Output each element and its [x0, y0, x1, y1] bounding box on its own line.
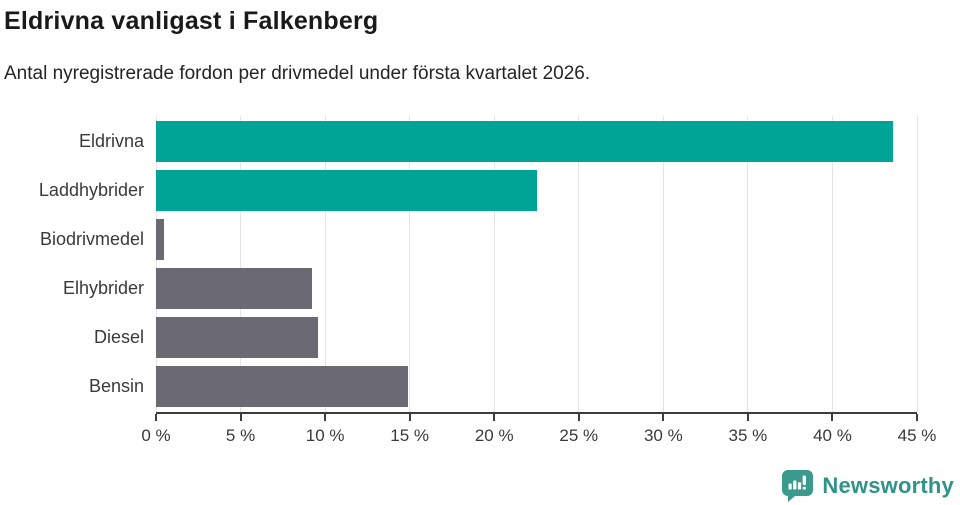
- x-axis-tick-label: 40 %: [813, 426, 852, 445]
- x-axis-tick-label: 45 %: [897, 426, 937, 445]
- category-label: Biodrivmedel: [39, 229, 144, 249]
- x-axis-tick: [662, 414, 665, 421]
- bar-eldrivna: [156, 121, 894, 162]
- gridline: [324, 116, 326, 412]
- gridline: [155, 116, 157, 412]
- x-axis-tick-label: 20 %: [474, 426, 514, 445]
- gridline: [916, 116, 918, 412]
- x-axis-tick-label: 0 %: [141, 426, 171, 445]
- x-axis-tick: [155, 414, 157, 421]
- bar-biodrivmedel: [156, 219, 165, 260]
- x-axis-tick: [916, 414, 918, 421]
- x-axis: 0 % 5 % 10 % 15 % 20 % 25 % 30 % 35 % 40 % 45 %: [141, 414, 936, 464]
- gridline: [831, 116, 833, 412]
- bar-laddhybrider: [156, 170, 537, 211]
- x-axis-tick-label: 5 %: [225, 426, 256, 445]
- chart-title: Eldrivna vanligast i Falkenberg: [4, 7, 379, 35]
- x-axis-tick: [408, 414, 411, 421]
- category-label: Eldrivna: [78, 131, 144, 151]
- x-axis-tick: [831, 414, 834, 421]
- category-label: Diesel: [93, 327, 144, 347]
- bar-diesel: [156, 317, 319, 358]
- x-axis-tick: [746, 414, 749, 421]
- x-axis-tick-label: 15 %: [390, 426, 430, 445]
- gridline: [240, 116, 242, 412]
- category-label: Bensin: [88, 376, 144, 396]
- bar-elhybrider: [156, 268, 312, 309]
- x-axis-tick: [577, 414, 580, 421]
- x-axis-tick-label: 35 %: [728, 426, 768, 445]
- x-axis-tick: [239, 414, 242, 421]
- bar-bensin: [156, 366, 408, 407]
- x-axis-tick: [493, 414, 496, 421]
- newsworthy-logo-text: Newsworthy: [822, 472, 954, 498]
- x-axis-tick-label: 10 %: [305, 426, 345, 445]
- gridline: [662, 116, 664, 412]
- gridline: [493, 116, 495, 412]
- x-axis-tick-label: 25 %: [559, 426, 599, 445]
- gridline: [747, 116, 749, 412]
- x-axis-tick: [324, 414, 327, 421]
- category-label: Laddhybrider: [38, 180, 144, 200]
- gridline: [578, 116, 580, 412]
- newsworthy-logo-icon: [782, 470, 814, 502]
- gridline: [409, 116, 411, 412]
- newsworthy-logo: Newsworthy: [780, 469, 954, 502]
- x-axis-tick-label: 30 %: [643, 426, 683, 445]
- category-label: Elhybrider: [62, 278, 144, 298]
- chart-subtitle: Antal nyregistrerade fordon per drivmede…: [4, 63, 591, 84]
- bar-chart-plot-area: Eldrivna Laddhybrider Biodrivmedel Elhybrid…: [39, 116, 918, 414]
